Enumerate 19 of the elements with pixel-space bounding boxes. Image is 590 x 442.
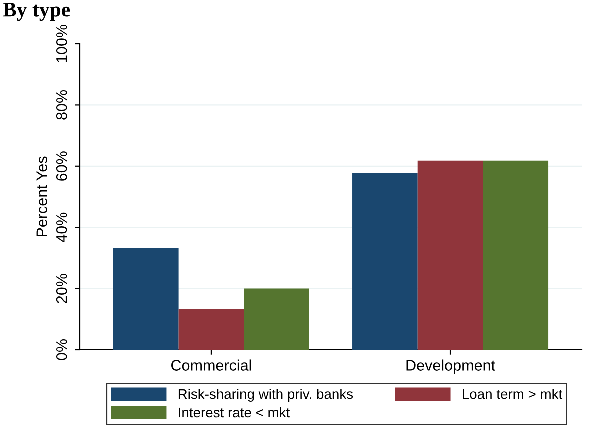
legend-label: Interest rate < mkt: [179, 407, 290, 418]
x-tick-label: Commercial: [172, 360, 252, 371]
x-tick-label: Development: [406, 360, 496, 374]
y-tick-label: 80%: [56, 90, 68, 120]
legend-label: Loan term > mkt: [463, 389, 563, 400]
chart-title: By type: [3, 2, 70, 22]
y-axis-title: Percent Yes: [36, 156, 48, 237]
y-tick-label: 100%: [56, 25, 68, 62]
bar: [178, 308, 244, 350]
bar: [113, 248, 179, 350]
legend-label: Risk-sharing with priv. banks: [178, 389, 354, 402]
y-tick-label: 20%: [56, 274, 68, 304]
y-tick-label: 0%: [56, 340, 68, 360]
bar: [418, 160, 484, 350]
bar: [352, 173, 418, 350]
bar: [483, 160, 549, 350]
y-tick-label: 60%: [56, 152, 68, 181]
y-tick-label: 40%: [56, 212, 68, 243]
bar: [244, 288, 310, 350]
